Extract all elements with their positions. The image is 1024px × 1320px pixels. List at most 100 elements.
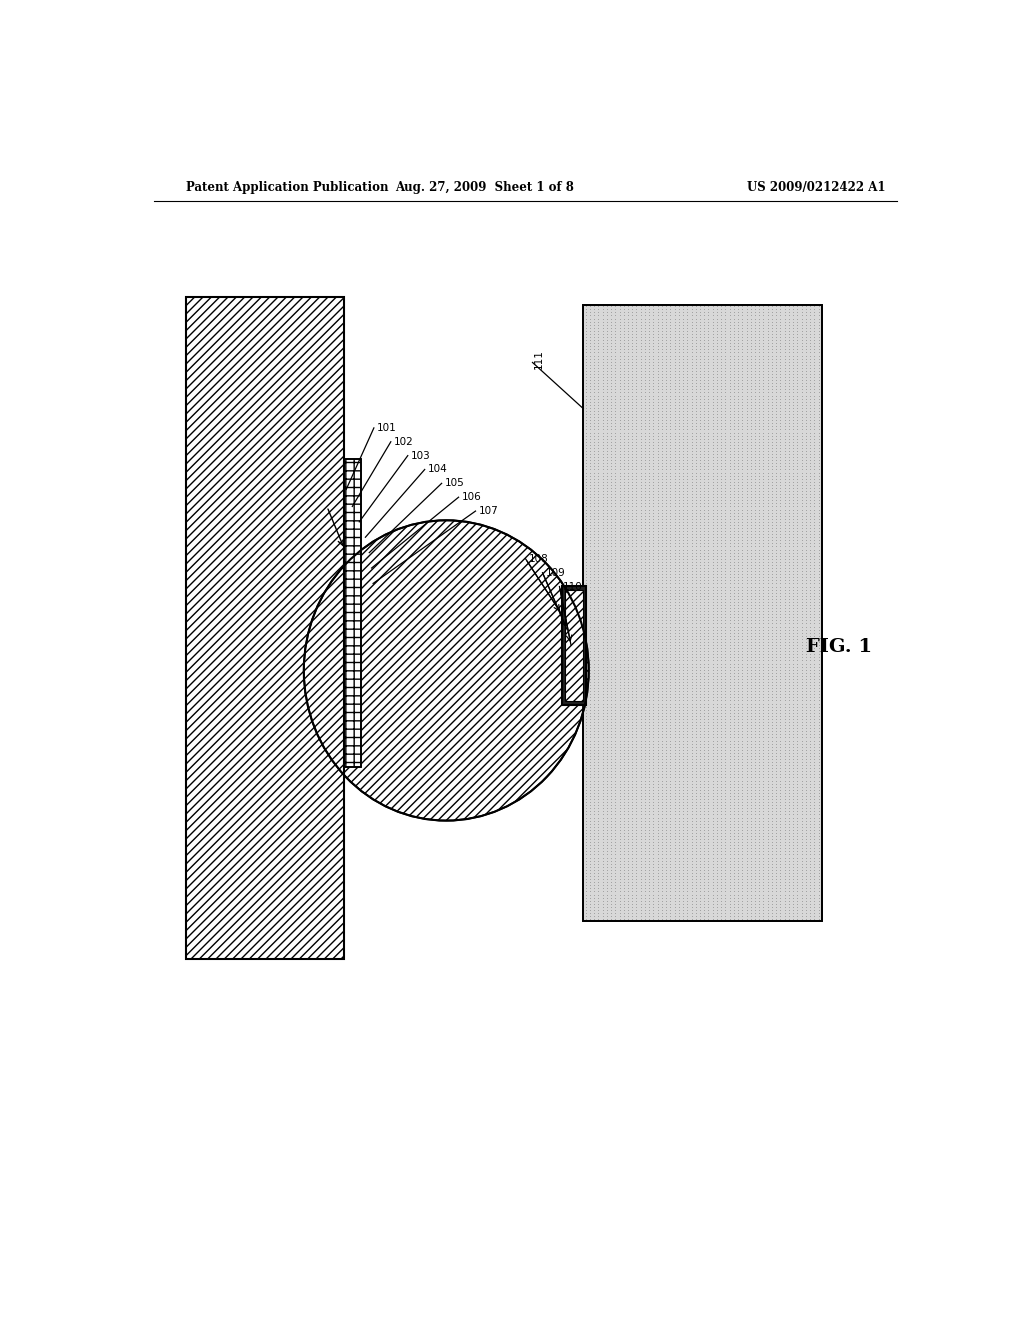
Point <box>615 323 632 345</box>
Point <box>679 792 695 813</box>
Point <box>679 469 695 490</box>
Point <box>675 376 691 397</box>
Point <box>611 727 628 748</box>
Point <box>806 524 822 545</box>
Point <box>696 668 713 689</box>
Point <box>620 400 636 421</box>
Point <box>611 533 628 554</box>
Point <box>679 668 695 689</box>
Point <box>607 748 624 770</box>
Point <box>620 490 636 511</box>
Point <box>692 413 709 434</box>
Point <box>764 545 780 566</box>
Point <box>667 478 683 499</box>
Point <box>717 432 733 453</box>
Point <box>624 880 640 902</box>
Point <box>734 483 751 504</box>
Point <box>637 496 653 517</box>
Point <box>671 723 687 744</box>
Point <box>717 884 733 906</box>
Point <box>794 308 810 329</box>
Point <box>667 594 683 615</box>
Point <box>692 776 709 797</box>
Point <box>653 446 670 467</box>
Point <box>641 585 657 606</box>
Point <box>746 437 763 458</box>
Point <box>722 296 738 317</box>
Point <box>615 820 632 841</box>
Point <box>696 612 713 634</box>
Point <box>637 594 653 615</box>
Point <box>734 370 751 391</box>
Point <box>709 533 725 554</box>
Point <box>637 628 653 649</box>
Point <box>776 681 793 702</box>
Point <box>798 760 814 781</box>
Point <box>582 400 598 421</box>
Point <box>802 444 818 465</box>
Point <box>679 543 695 564</box>
Point <box>586 333 602 354</box>
Point <box>738 718 755 739</box>
Point <box>629 610 645 631</box>
Point <box>742 878 759 899</box>
Point <box>692 755 709 776</box>
Point <box>671 354 687 375</box>
Point <box>806 890 822 911</box>
Point <box>806 450 822 471</box>
Point <box>637 363 653 384</box>
Point <box>798 363 814 384</box>
Point <box>738 709 755 730</box>
Point <box>607 723 624 744</box>
Point <box>687 816 703 837</box>
Point <box>756 711 772 733</box>
Point <box>734 459 751 480</box>
Point <box>713 612 729 634</box>
Point <box>683 474 699 495</box>
Point <box>802 684 818 705</box>
Point <box>764 871 780 892</box>
Point <box>734 404 751 425</box>
Point <box>713 653 729 675</box>
Point <box>633 453 649 474</box>
Point <box>675 404 691 425</box>
Point <box>717 601 733 622</box>
Point <box>599 727 615 748</box>
Point <box>586 428 602 449</box>
Point <box>611 444 628 465</box>
Point <box>696 647 713 668</box>
Point <box>645 816 662 837</box>
Point <box>649 450 666 471</box>
Point <box>790 681 806 702</box>
Point <box>722 906 738 927</box>
Point <box>653 561 670 582</box>
Point <box>611 397 628 418</box>
Point <box>726 469 742 490</box>
Point <box>751 465 767 486</box>
Point <box>692 649 709 671</box>
Point <box>594 400 610 421</box>
Point <box>594 376 610 397</box>
Point <box>657 409 674 430</box>
Point <box>667 490 683 511</box>
Point <box>641 832 657 853</box>
Point <box>794 622 810 643</box>
Point <box>649 381 666 403</box>
Point <box>599 755 615 776</box>
Point <box>687 478 703 499</box>
Point <box>633 566 649 587</box>
Point <box>603 302 620 323</box>
Point <box>790 711 806 733</box>
Point <box>764 441 780 462</box>
Point <box>760 450 776 471</box>
Point <box>637 582 653 603</box>
Point <box>675 425 691 446</box>
Point <box>675 739 691 760</box>
Point <box>717 841 733 862</box>
Point <box>653 663 670 684</box>
Point <box>679 533 695 554</box>
Point <box>794 820 810 841</box>
Point <box>790 656 806 677</box>
Point <box>746 358 763 379</box>
Point <box>649 727 666 748</box>
